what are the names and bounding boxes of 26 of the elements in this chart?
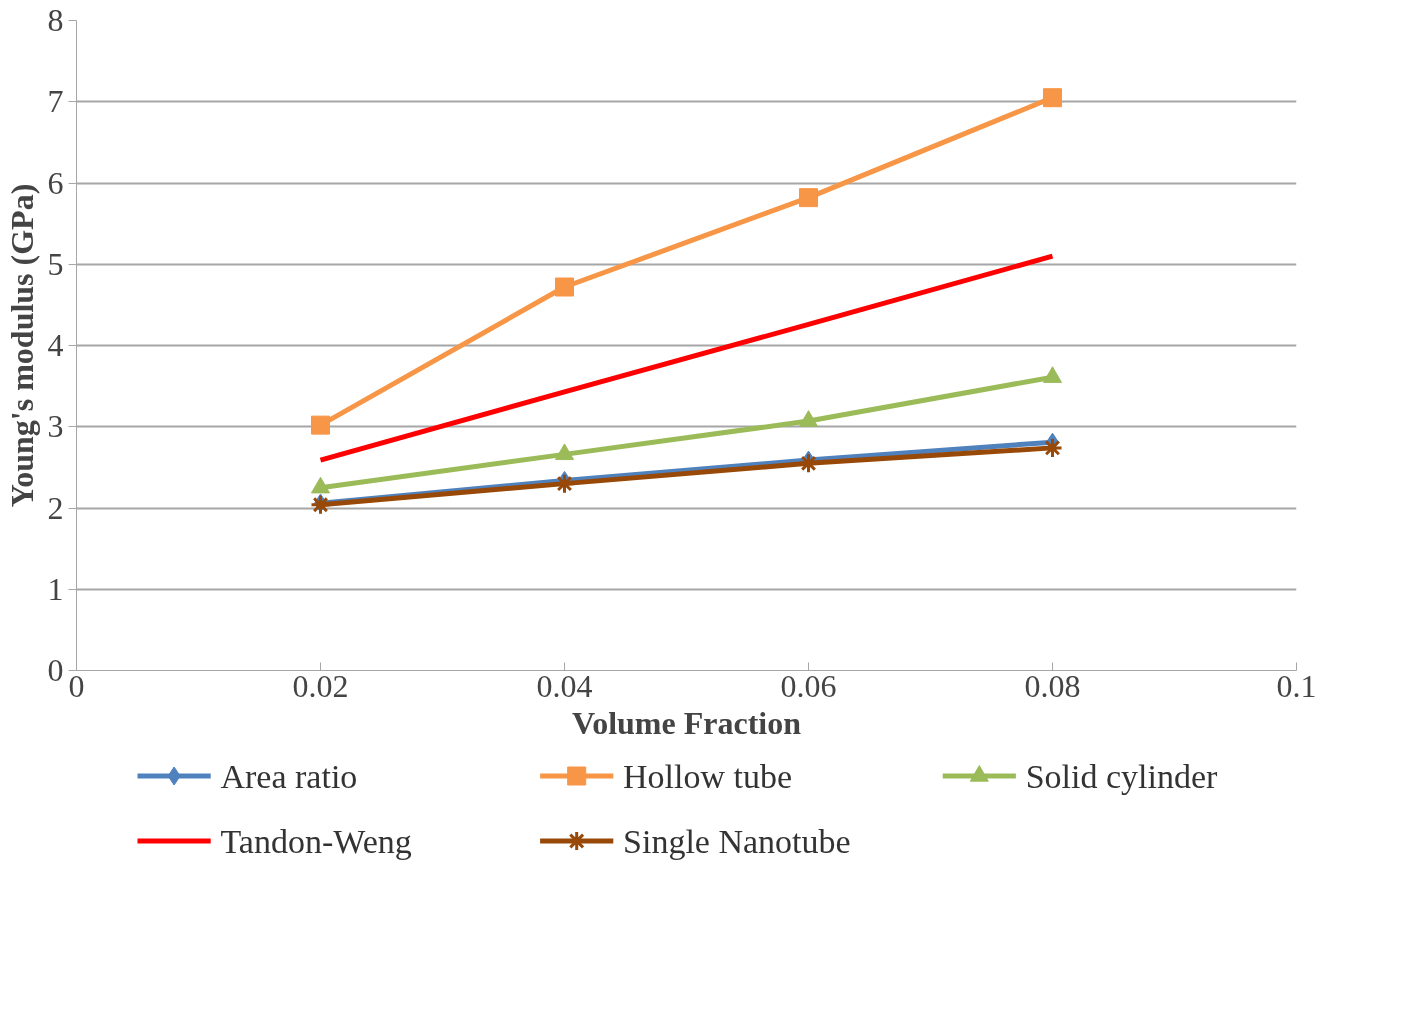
y-tick-label: 3	[47, 408, 64, 445]
y-tick-label: 1	[47, 570, 64, 607]
x-tick-label: 0.04	[536, 667, 593, 704]
point	[554, 473, 575, 495]
y-tick-label: 6	[47, 164, 64, 201]
x-axis-title: Volume Fraction	[571, 704, 802, 741]
x-tick-label: 0.08	[1024, 667, 1081, 704]
x-tick-label: 0.1	[1276, 667, 1317, 704]
y-tick-label: 2	[47, 489, 64, 526]
legend-label: Solid cylinder	[1025, 757, 1219, 795]
legend-label: Tandon-Weng	[220, 822, 412, 860]
legend-label: Area ratio	[220, 757, 358, 795]
legend-label: Hollow tube	[623, 757, 793, 795]
y-axis-title: Young's modulus (GPa)	[3, 183, 40, 508]
x-tick-label: 0.02	[292, 667, 349, 704]
point	[1042, 437, 1063, 459]
y-tick-label: 4	[47, 327, 64, 363]
point	[1043, 88, 1062, 108]
legend-label: Single Nanotube	[623, 822, 851, 860]
point	[311, 415, 330, 435]
point	[799, 188, 818, 208]
y-tick-label: 8	[47, 2, 64, 38]
x-tick-label: 0.06	[780, 667, 837, 704]
y-tick-label: 5	[47, 245, 64, 282]
y-tick-label: 7	[47, 83, 64, 120]
point	[555, 277, 574, 297]
